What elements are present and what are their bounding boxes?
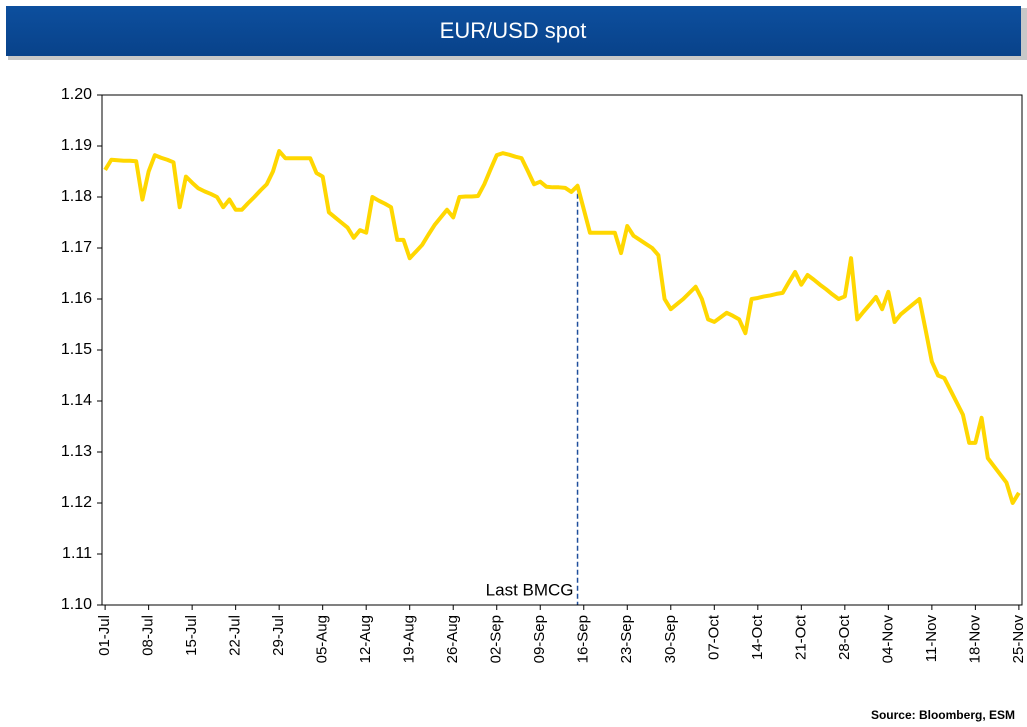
y-tick-label: 1.12 — [61, 494, 92, 511]
x-tick-label: 23-Sep — [618, 615, 635, 663]
x-tick-label: 07-Oct — [705, 614, 722, 660]
x-tick-label: 12-Aug — [357, 615, 374, 663]
x-tick-label: 18-Nov — [966, 615, 983, 664]
x-tick-label: 30-Sep — [662, 615, 679, 663]
y-tick-label: 1.19 — [61, 137, 92, 154]
x-tick-label: 26-Aug — [444, 615, 461, 663]
y-tick-label: 1.17 — [61, 239, 92, 256]
y-tick-label: 1.20 — [61, 86, 92, 103]
y-tick-label: 1.13 — [61, 443, 92, 460]
x-tick-label: 28-Oct — [836, 614, 853, 660]
title-band — [6, 6, 1021, 56]
x-tick-label: 14-Oct — [749, 614, 766, 660]
x-tick-label: 16-Sep — [575, 615, 592, 663]
plot-frame — [101, 94, 1023, 606]
y-tick-label: 1.10 — [61, 596, 92, 613]
x-tick-label: 02-Sep — [488, 615, 505, 663]
line-series — [103, 149, 1021, 505]
x-tick-label: 08-Jul — [140, 615, 157, 656]
x-tick-label: 05-Aug — [314, 615, 331, 663]
x-tick-label: 11-Nov — [923, 615, 940, 663]
x-tick-label: 19-Aug — [401, 615, 418, 663]
annotation-label: Last BMCG — [486, 580, 574, 599]
x-tick-label: 15-Jul — [183, 615, 200, 656]
y-tick-label: 1.14 — [61, 392, 92, 409]
source-note: Source: Bloomberg, ESM — [871, 708, 1015, 722]
y-tick-label: 1.18 — [61, 188, 92, 205]
x-tick-label: 09-Sep — [531, 615, 548, 663]
x-tick-label: 21-Oct — [792, 614, 809, 660]
y-tick-label: 1.11 — [62, 545, 92, 562]
x-tick-label: 25-Nov — [1010, 615, 1027, 664]
y-tick-label: 1.15 — [61, 341, 92, 358]
chart-title: EUR/USD spot — [440, 18, 587, 43]
x-tick-label: 22-Jul — [227, 615, 244, 656]
x-tick-label: 04-Nov — [879, 615, 896, 664]
y-tick-label: 1.16 — [61, 290, 92, 307]
x-tick-label: 01-Jul — [96, 615, 113, 656]
x-tick-label: 29-Jul — [270, 615, 287, 656]
